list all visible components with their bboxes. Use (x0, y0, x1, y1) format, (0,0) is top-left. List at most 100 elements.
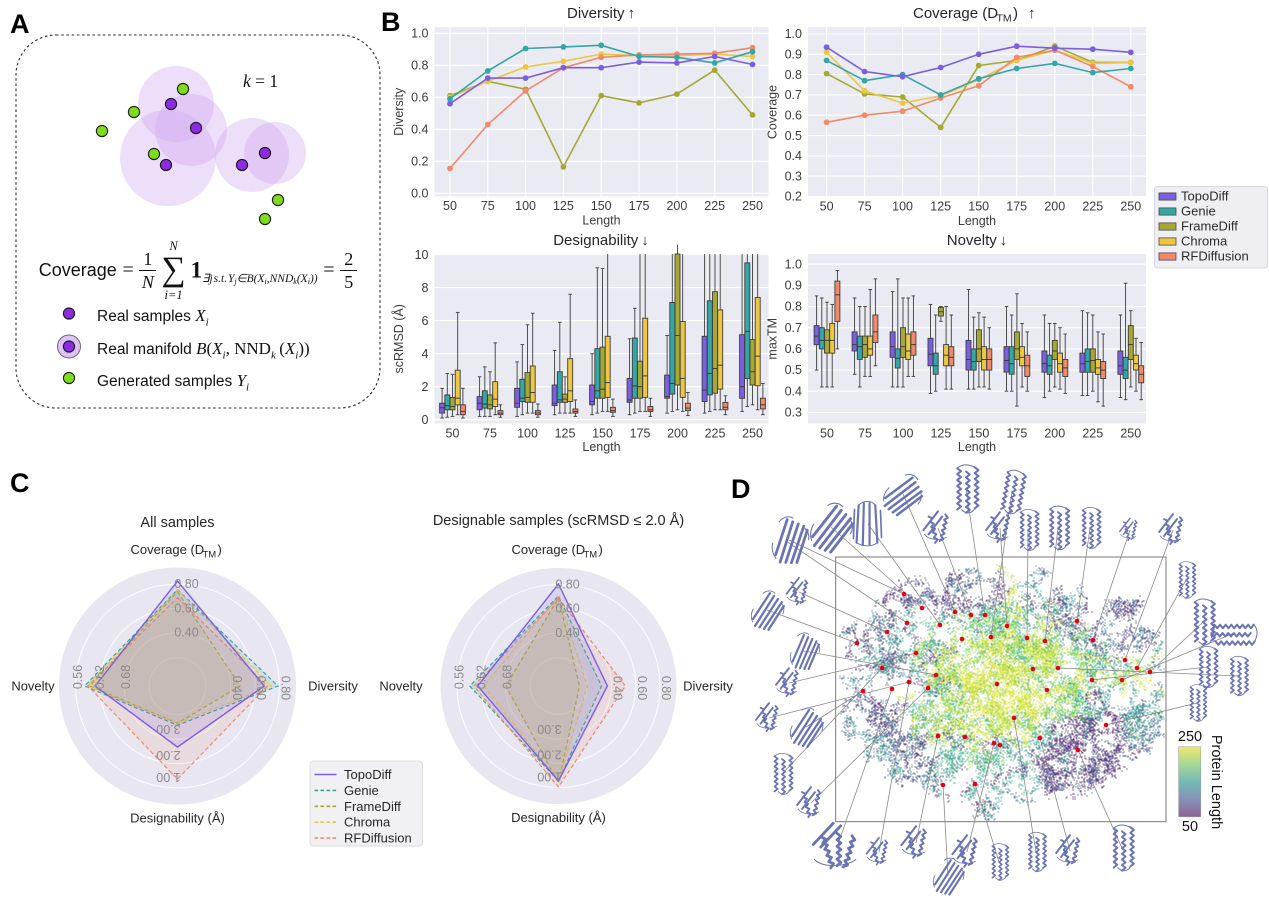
svg-text:Coverage: Coverage (766, 85, 780, 139)
svg-text:6: 6 (422, 314, 429, 328)
svg-text:0.5: 0.5 (785, 129, 802, 143)
svg-text:0.6: 0.6 (785, 342, 802, 356)
svg-text:200: 200 (667, 427, 688, 441)
svg-text:125: 125 (930, 427, 951, 441)
svg-text:0.80: 0.80 (659, 676, 673, 700)
svg-text:100: 100 (893, 427, 914, 441)
svg-text:Diversity: Diversity (392, 87, 406, 136)
svg-text:75: 75 (858, 427, 872, 441)
svg-text:0.8: 0.8 (785, 300, 802, 314)
svg-text:0.60: 0.60 (635, 676, 649, 700)
svg-text:75: 75 (858, 200, 872, 214)
svg-text:250: 250 (1178, 729, 1202, 745)
svg-text:0.2: 0.2 (785, 190, 802, 204)
svg-text:225: 225 (705, 427, 726, 441)
svg-text:Diversity: Diversity (308, 679, 358, 694)
svg-text:0.40: 0.40 (230, 676, 244, 700)
svg-text:TopoDiff: TopoDiff (1181, 189, 1229, 204)
svg-text:50: 50 (820, 200, 834, 214)
svg-text:↑: ↑ (1028, 5, 1036, 22)
svg-text:0.80: 0.80 (555, 578, 579, 592)
svg-text:0.68: 0.68 (500, 665, 514, 689)
svg-text:Genie: Genie (1181, 204, 1216, 219)
svg-text:0.0: 0.0 (411, 187, 428, 201)
svg-text:0.8: 0.8 (411, 59, 428, 73)
svg-text:Novelty ↓: Novelty ↓ (947, 232, 1008, 249)
svg-text:0.5: 0.5 (785, 363, 802, 377)
svg-text:Coverage (D: Coverage (D (131, 542, 205, 557)
svg-text:Diversity: Diversity (683, 679, 733, 694)
svg-text:125: 125 (555, 427, 576, 441)
svg-text:50: 50 (446, 427, 460, 441)
svg-text:0.40: 0.40 (174, 626, 198, 640)
svg-text:250: 250 (742, 199, 763, 213)
svg-text:150: 150 (592, 427, 613, 441)
svg-text:0.60: 0.60 (555, 602, 579, 616)
svg-text:125: 125 (930, 200, 951, 214)
svg-text:0.9: 0.9 (785, 279, 802, 293)
svg-text:0.9: 0.9 (785, 48, 802, 62)
svg-text:175: 175 (1006, 200, 1027, 214)
svg-text:0.7: 0.7 (785, 88, 802, 102)
svg-text:225: 225 (704, 199, 725, 213)
svg-text:3.00: 3.00 (537, 722, 561, 736)
svg-text:Coverage (D: Coverage (D (913, 5, 998, 22)
svg-text:50: 50 (820, 427, 834, 441)
svg-text:50: 50 (443, 199, 457, 213)
svg-text:0.6: 0.6 (785, 108, 802, 122)
svg-text:225: 225 (1082, 427, 1103, 441)
svg-text:150: 150 (968, 427, 989, 441)
svg-text:0.4: 0.4 (785, 384, 802, 398)
svg-text:0.4: 0.4 (411, 123, 428, 137)
svg-text:0.6: 0.6 (411, 91, 428, 105)
svg-text:0.60: 0.60 (174, 601, 198, 615)
svg-text:4: 4 (422, 347, 429, 361)
svg-text:0.2: 0.2 (411, 155, 428, 169)
svg-text:2: 2 (422, 380, 429, 394)
svg-text:TM: TM (584, 550, 598, 561)
svg-text:Novelty: Novelty (11, 679, 55, 694)
svg-text:250: 250 (1120, 200, 1141, 214)
svg-text:100: 100 (517, 427, 538, 441)
svg-text:0.62: 0.62 (474, 665, 488, 689)
svg-text:150: 150 (968, 200, 989, 214)
svg-text:100: 100 (892, 200, 913, 214)
svg-text:0.56: 0.56 (71, 665, 85, 689)
svg-text:225: 225 (1082, 200, 1103, 214)
svg-text:175: 175 (629, 199, 650, 213)
svg-text:250: 250 (1120, 427, 1141, 441)
svg-text:175: 175 (1006, 427, 1027, 441)
svg-text:1.0: 1.0 (411, 27, 428, 41)
svg-text:0.68: 0.68 (119, 665, 133, 689)
svg-text:Designability ↓: Designability ↓ (553, 232, 649, 249)
svg-text:Length: Length (958, 214, 996, 228)
svg-text:100: 100 (515, 199, 536, 213)
svg-text:50: 50 (1182, 819, 1198, 835)
svg-text:0.62: 0.62 (93, 665, 107, 689)
svg-text:Genie: Genie (344, 783, 379, 798)
svg-text:0.80: 0.80 (278, 676, 292, 700)
svg-text:200: 200 (666, 199, 687, 213)
svg-text:RFDiffusion: RFDiffusion (1181, 249, 1249, 264)
svg-text:1.00: 1.00 (156, 770, 180, 784)
svg-text:2.00: 2.00 (156, 748, 180, 762)
svg-text:Novelty: Novelty (379, 679, 423, 694)
svg-text:75: 75 (481, 199, 495, 213)
svg-text:0.40: 0.40 (555, 626, 579, 640)
svg-text:125: 125 (553, 199, 574, 213)
svg-text:Length: Length (582, 214, 620, 228)
svg-text:200: 200 (1044, 200, 1065, 214)
svg-text:8: 8 (422, 281, 429, 295)
svg-text:0.56: 0.56 (452, 665, 466, 689)
svg-text:0: 0 (422, 413, 429, 427)
svg-text:200: 200 (1044, 427, 1065, 441)
svg-text:Coverage (D: Coverage (D (512, 542, 586, 557)
svg-text:2.00: 2.00 (537, 748, 561, 762)
svg-text:3.00: 3.00 (156, 722, 180, 736)
svg-text:All samples: All samples (140, 515, 214, 531)
svg-text:TopoDiff: TopoDiff (344, 767, 392, 782)
svg-text:10: 10 (415, 248, 429, 262)
svg-text:0.3: 0.3 (785, 406, 802, 420)
svg-text:Length: Length (958, 440, 996, 454)
svg-text:scRMSD (Å): scRMSD (Å) (391, 304, 406, 373)
